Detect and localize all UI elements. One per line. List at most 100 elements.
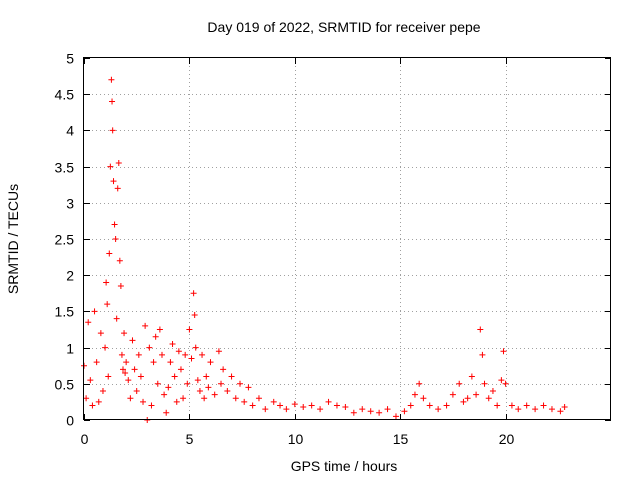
plus-marker (220, 366, 227, 373)
plus-marker (473, 391, 480, 398)
data-point (384, 406, 391, 413)
plus-marker (300, 403, 307, 410)
x-tick-label: 10 (288, 431, 304, 447)
data-point (121, 330, 128, 337)
plus-marker (201, 395, 208, 402)
plus-marker (494, 402, 501, 409)
plus-marker (523, 402, 530, 409)
data-point (109, 98, 116, 105)
data-point (359, 406, 366, 413)
plus-marker (443, 402, 450, 409)
plus-marker (416, 380, 423, 387)
plus-marker (186, 326, 193, 333)
plus-marker (245, 384, 252, 391)
data-point (342, 403, 349, 410)
plus-marker (161, 391, 168, 398)
data-point (184, 380, 191, 387)
data-point (112, 236, 119, 242)
plus-marker (500, 348, 507, 355)
data-point (83, 395, 90, 402)
plus-marker (105, 373, 112, 380)
data-point (333, 402, 340, 409)
data-point (180, 395, 187, 402)
plus-marker (420, 395, 427, 402)
data-point (255, 395, 262, 402)
data-point (135, 351, 142, 358)
data-point (283, 406, 290, 413)
plus-marker (228, 373, 235, 380)
data-point (249, 402, 256, 409)
plus-marker (188, 355, 195, 362)
plus-marker (561, 403, 568, 410)
data-point (211, 391, 218, 398)
data-point (426, 402, 433, 409)
plus-marker (109, 127, 116, 134)
plus-marker (85, 319, 92, 326)
plus-marker (508, 402, 515, 409)
plus-marker (177, 366, 184, 373)
plus-marker (205, 384, 212, 391)
data-point (392, 413, 399, 420)
plus-marker (270, 398, 277, 405)
plus-marker (199, 351, 206, 358)
plus-marker (165, 384, 172, 391)
data-point (131, 366, 138, 373)
data-point (104, 301, 111, 308)
data-point (557, 408, 564, 415)
y-tick-label: 1.5 (55, 304, 75, 320)
data-point (494, 402, 501, 409)
plus-marker (317, 406, 324, 413)
data-point (167, 359, 174, 366)
plus-marker (127, 395, 134, 402)
plus-marker (241, 398, 248, 405)
plus-marker (359, 406, 366, 413)
data-point (232, 395, 239, 402)
plus-marker (135, 351, 142, 358)
plus-marker (125, 377, 132, 384)
data-point (109, 127, 116, 134)
plot-frame (83, 57, 611, 420)
data-point (186, 326, 193, 333)
data-point (123, 359, 130, 366)
plus-marker (325, 398, 332, 405)
plus-marker (190, 290, 197, 297)
plus-marker (207, 359, 214, 366)
x-tick-label: 15 (393, 431, 409, 447)
data-point (111, 221, 118, 228)
data-point (350, 409, 357, 416)
plus-marker (255, 395, 262, 402)
plus-marker (99, 388, 106, 395)
plus-marker (203, 373, 210, 380)
plus-marker (384, 406, 391, 413)
plus-marker (123, 359, 130, 366)
plus-marker (182, 351, 189, 358)
data-point (241, 398, 248, 405)
plus-marker (91, 308, 98, 315)
data-point (411, 391, 418, 398)
data-point (99, 388, 106, 395)
data-point (540, 402, 547, 409)
plus-marker (107, 163, 114, 170)
plus-marker (140, 398, 147, 405)
data-point (515, 406, 522, 413)
data-point (119, 366, 126, 373)
data-point (87, 377, 94, 384)
data-point (114, 185, 121, 192)
data-point (150, 359, 157, 366)
data-point (485, 395, 492, 402)
plus-marker (158, 351, 165, 358)
data-point (191, 312, 198, 319)
data-point (125, 377, 132, 384)
y-tick-label: 2 (66, 268, 74, 284)
plus-marker (426, 402, 433, 409)
data-point (102, 344, 109, 351)
data-point (500, 348, 507, 355)
data-point (146, 344, 153, 351)
data-point (502, 380, 509, 387)
plus-marker (167, 359, 174, 366)
data-point (127, 395, 134, 402)
plus-marker (131, 366, 138, 373)
plus-marker (173, 398, 180, 405)
data-point (228, 373, 235, 380)
data-point (523, 402, 530, 409)
